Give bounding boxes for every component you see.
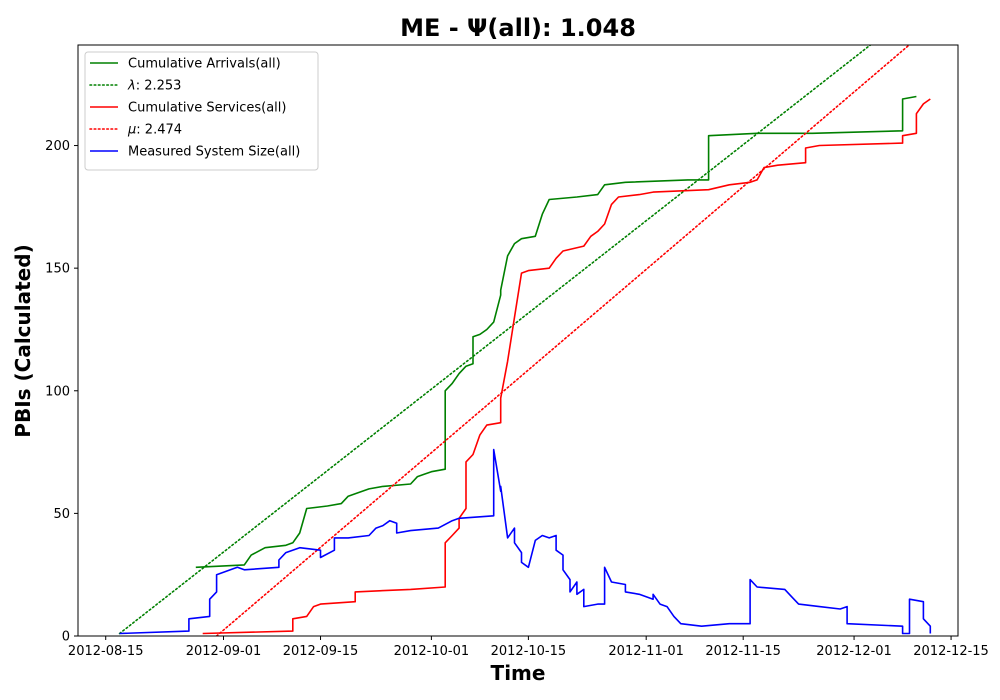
series-line-1-cumulative-arrivals-all xyxy=(195,95,917,569)
y-tick-label: 200 xyxy=(45,139,70,154)
x-tick-label: 2012-09-15 xyxy=(283,644,359,659)
series-line-5-measured-system-size-all xyxy=(119,448,932,635)
legend-entry-2: λ: 2.253 xyxy=(127,79,181,94)
legend: Cumulative Arrivals(all) λ: 2.253 Cumulati… xyxy=(84,51,319,171)
x-tick-label: 2012-08-15 xyxy=(68,644,144,659)
x-tick-label: 2012-11-15 xyxy=(705,644,781,659)
y-tick-label: 150 xyxy=(45,262,70,277)
plot-frame xyxy=(77,44,959,637)
x-tick-label: 2012-10-15 xyxy=(491,644,567,659)
series-line-3-cumulative-services-all xyxy=(202,98,931,635)
x-tick-label: 2012-11-01 xyxy=(608,644,684,659)
x-tick-label: 2012-09-01 xyxy=(186,644,262,659)
x-tick-label: 2012-10-01 xyxy=(394,644,470,659)
y-tick-label: 100 xyxy=(45,384,70,399)
legend-entry-5: Measured System Size(all) xyxy=(128,145,300,160)
y-tick-label: 50 xyxy=(53,507,70,522)
x-tick-label: 2012-12-01 xyxy=(816,644,892,659)
legend-entry-3: Cumulative Services(all) xyxy=(128,101,286,116)
legend-entry-4: μ: 2.474 xyxy=(127,123,182,138)
y-axis-label: PBIs (Calculated) xyxy=(11,244,35,437)
y-tick-label: 0 xyxy=(62,630,70,645)
x-tick-label: 2012-12-15 xyxy=(913,644,989,659)
legend-entry-1: Cumulative Arrivals(all) xyxy=(128,57,281,72)
x-axis-label: Time xyxy=(491,661,546,685)
legend-box xyxy=(84,51,319,171)
axes-layer: 2012-08-15 2012-09-01 2012-09-15 2012-10-01… xyxy=(45,44,989,659)
series-line-2-2-253 xyxy=(118,45,872,635)
series-layer xyxy=(118,45,932,636)
chart-title: ME - Ψ(all): 1.048 xyxy=(400,14,636,42)
series-line-4-2-474 xyxy=(215,45,911,636)
